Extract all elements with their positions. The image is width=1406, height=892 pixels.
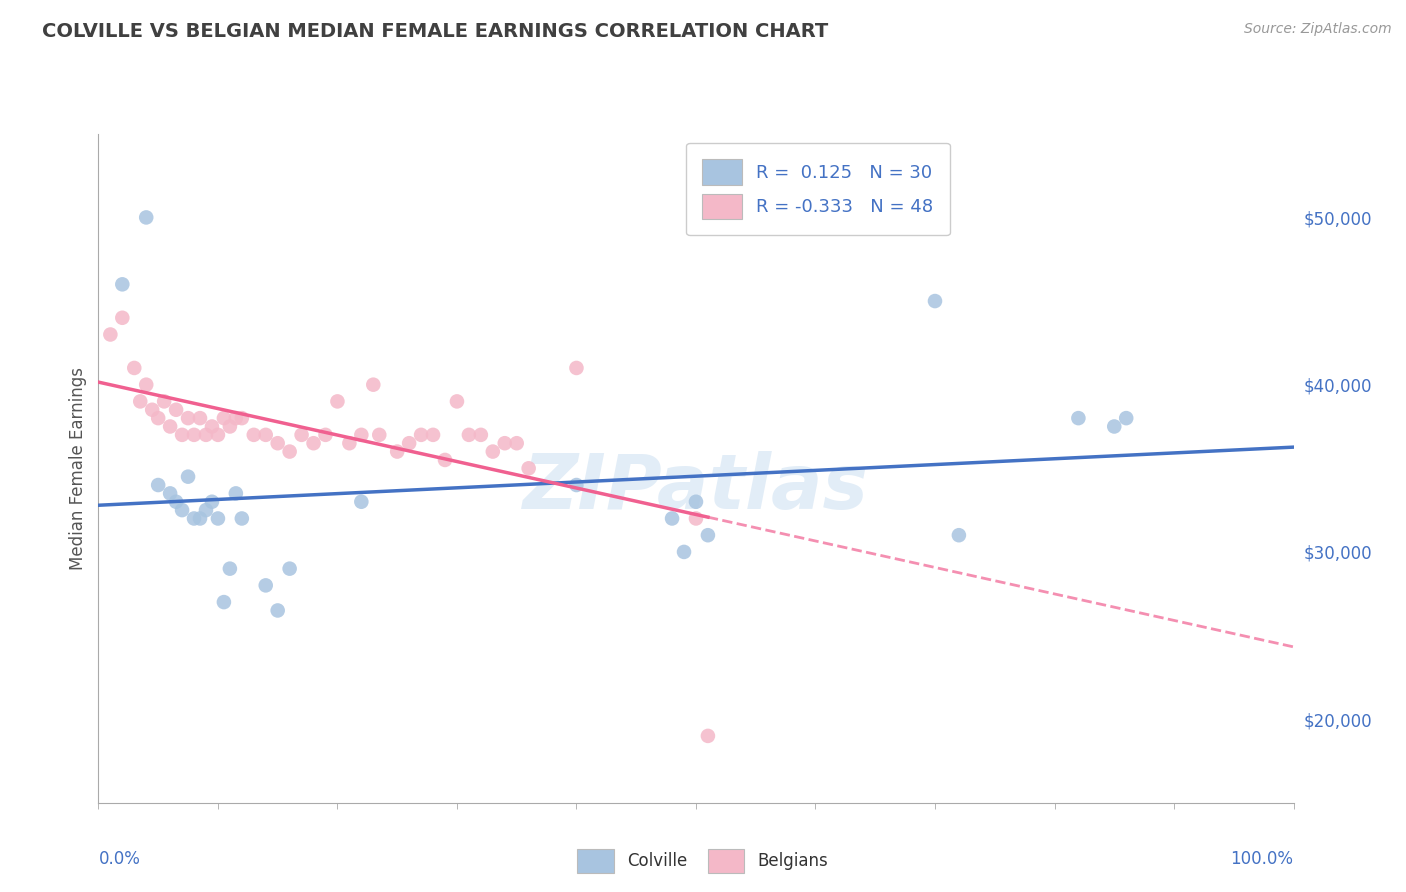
Point (183, 511, 205, 525)
Text: COLVILLE VS BELGIAN MEDIAN FEMALE EARNINGS CORRELATION CHART: COLVILLE VS BELGIAN MEDIAN FEMALE EARNIN… (42, 22, 828, 41)
Point (201, 495, 224, 509)
Point (188, 411, 211, 425)
Point (697, 729, 720, 743)
Point (350, 495, 373, 509)
Point (111, 310, 134, 325)
Point (141, 402, 163, 417)
Text: 100.0%: 100.0% (1230, 849, 1294, 868)
Point (219, 562, 242, 576)
Point (494, 436, 516, 450)
Point (278, 562, 301, 576)
Point (254, 578, 277, 592)
Point (1102, 419, 1125, 434)
Point (135, 377, 157, 392)
Point (458, 428, 481, 442)
Point (398, 436, 420, 450)
Point (225, 486, 247, 500)
Point (385, 444, 409, 458)
Point (172, 503, 194, 517)
Point (165, 402, 187, 417)
Point (212, 595, 235, 609)
Point (302, 436, 325, 450)
Point (194, 503, 218, 517)
Point (153, 394, 176, 409)
Point (148, 478, 170, 492)
Point (188, 511, 211, 525)
Point (517, 461, 540, 475)
Point (924, 294, 946, 309)
Text: 0.0%: 0.0% (98, 849, 141, 868)
Point (219, 419, 242, 434)
Point (565, 361, 588, 376)
Point (470, 428, 492, 442)
Point (135, 211, 157, 225)
Point (148, 411, 170, 425)
Point (159, 486, 181, 500)
Point (368, 428, 391, 442)
Point (506, 436, 529, 450)
Point (685, 511, 707, 525)
Point (165, 495, 187, 509)
Point (433, 453, 456, 467)
Point (363, 377, 385, 392)
Point (231, 511, 253, 525)
Point (326, 394, 349, 409)
Point (661, 511, 683, 525)
Text: ZIPatlas: ZIPatlas (523, 451, 869, 525)
Point (446, 394, 468, 409)
Point (177, 469, 200, 483)
Point (172, 428, 194, 442)
Point (225, 411, 247, 425)
Point (565, 478, 588, 492)
Point (685, 495, 707, 509)
Point (231, 411, 253, 425)
Point (177, 411, 200, 425)
Point (411, 428, 433, 442)
Point (291, 428, 314, 442)
Legend: R =  0.125   N = 30, R = -0.333   N = 48: R = 0.125 N = 30, R = -0.333 N = 48 (686, 143, 950, 235)
Text: Source: ZipAtlas.com: Source: ZipAtlas.com (1244, 22, 1392, 37)
Point (481, 444, 505, 458)
Point (212, 411, 235, 425)
Point (673, 545, 696, 559)
Point (98, 327, 122, 342)
Point (243, 428, 266, 442)
Point (339, 436, 360, 450)
Point (1067, 411, 1090, 425)
Point (267, 436, 290, 450)
Point (159, 419, 181, 434)
Point (422, 428, 444, 442)
Legend: Colville, Belgians: Colville, Belgians (571, 842, 835, 880)
Point (194, 428, 218, 442)
Point (697, 528, 720, 542)
Point (254, 428, 277, 442)
Point (124, 361, 146, 376)
Point (350, 428, 373, 442)
Point (201, 419, 224, 434)
Point (267, 603, 290, 617)
Point (315, 428, 337, 442)
Point (183, 428, 205, 442)
Point (278, 444, 301, 458)
Point (207, 511, 229, 525)
Y-axis label: Median Female Earnings: Median Female Earnings (69, 367, 87, 570)
Point (1115, 411, 1137, 425)
Point (111, 277, 134, 292)
Point (129, 394, 152, 409)
Point (948, 528, 970, 542)
Point (207, 428, 229, 442)
